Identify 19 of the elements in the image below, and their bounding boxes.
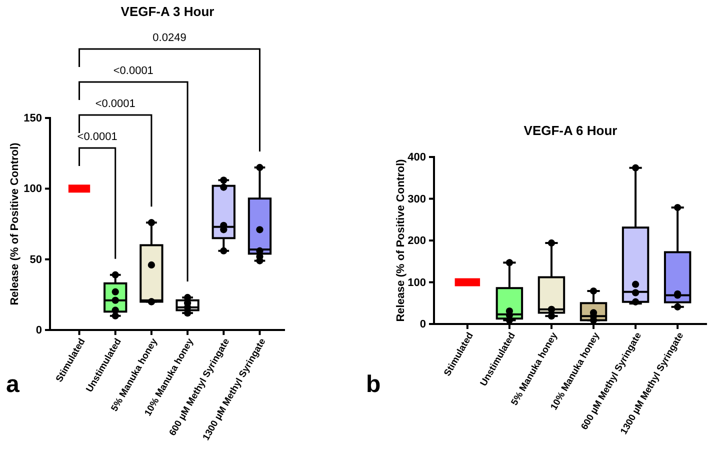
chart-title: VEGF-A 6 Hour (524, 123, 618, 138)
text: <0.0001 (113, 65, 154, 77)
y-tick-label: 400 (408, 152, 426, 164)
text: a (6, 371, 20, 398)
y-tick-label: 0 (36, 324, 42, 337)
annotation: <0.0001 (77, 131, 118, 143)
text: 0.0249 (152, 32, 186, 44)
y-tick-label: 300 (408, 193, 426, 206)
chart-title: VEGF-A 3 Hour (120, 4, 214, 19)
y-tick-label: 100 (408, 276, 426, 289)
text: <0.0001 (95, 98, 136, 110)
y-axis-title: Release (% of Positive Control) (8, 142, 21, 306)
y-tick-label: 100 (24, 183, 42, 196)
y-tick-label: 200 (408, 235, 426, 248)
y-tick-label: 50 (30, 254, 42, 266)
y-tick-label: 150 (24, 112, 42, 125)
y-axis-title: Release (% of Positive Control) (394, 158, 407, 322)
y-tick-label: 0 (420, 318, 426, 331)
text: b (366, 371, 381, 398)
